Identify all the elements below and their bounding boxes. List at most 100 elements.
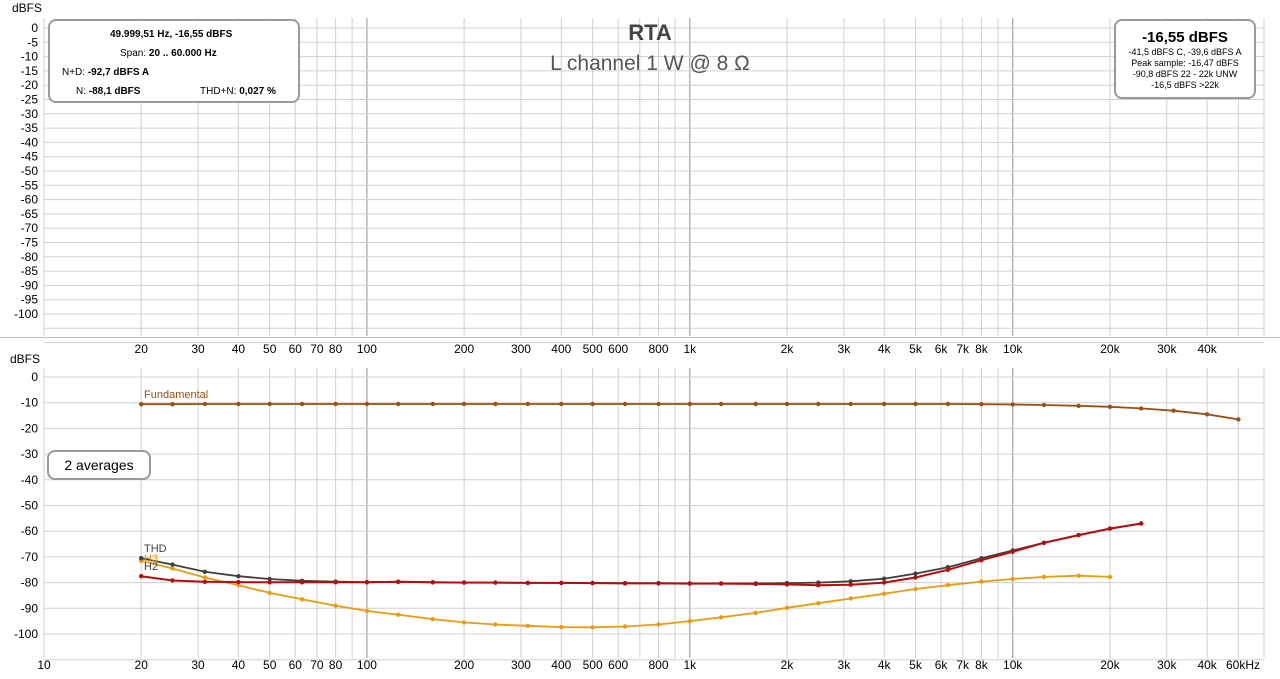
y-tick-label: -40 (21, 135, 39, 149)
data-point-fundamental (202, 401, 208, 407)
data-point-fundamental (559, 401, 564, 407)
data-point-fundamental (882, 401, 887, 407)
data-point-h2 (364, 580, 370, 585)
data-point-h2 (525, 580, 530, 586)
x-tick-label: 70 (310, 342, 324, 356)
data-point-fundamental (784, 401, 790, 407)
x-tick-label: 3k (838, 342, 852, 356)
lower-plot-area (44, 368, 1266, 658)
data-point-fundamental (525, 401, 530, 407)
y-tick-label: -25 (21, 93, 39, 107)
data-point-h3 (656, 622, 661, 627)
x-tick-label: 6k (935, 658, 949, 672)
data-point-thd (236, 574, 241, 579)
data-point-h2 (430, 580, 435, 585)
x-tick-label: 30k (1157, 342, 1177, 356)
x-tick-label: 8k (975, 658, 989, 672)
x-tick-label: 7k (956, 342, 970, 356)
data-point-fundamental (590, 401, 595, 407)
data-point-thd (267, 576, 272, 582)
nd-value: -92,7 dBFS A (87, 67, 150, 78)
x-tick-label: 80 (329, 342, 343, 356)
upper-y-unit: dBFS (12, 1, 42, 15)
data-point-h3 (848, 596, 853, 601)
y-tick-label: -95 (21, 293, 39, 307)
y-tick-label: -20 (21, 421, 39, 435)
x-tick-label: 400 (551, 342, 571, 356)
y-tick-label: -45 (21, 150, 39, 164)
data-point-thd (202, 569, 208, 574)
y-tick-label: -5 (27, 35, 38, 49)
series-label-h3: H3 (144, 553, 158, 565)
data-point-h2 (718, 581, 724, 586)
y-tick-label: -100 (14, 627, 38, 641)
y-tick-label: -75 (21, 236, 39, 250)
data-point-h3 (525, 623, 530, 628)
data-point-h2 (816, 583, 821, 588)
lower-y-unit: dBFS (10, 352, 40, 366)
peak-sample: Peak sample: -16,47 dBFS (1131, 58, 1239, 68)
upper-x-ticks: 20 30 40 50 60 70 80 100 200 300 400 500 600 800 1k 2k 3… (135, 342, 1218, 356)
x-tick-label: 4k (878, 342, 892, 356)
data-point-fundamental (1010, 402, 1015, 407)
data-point-thd (170, 562, 175, 567)
x-tick-label: 2k (781, 342, 795, 356)
y-tick-label: 0 (31, 370, 38, 384)
y-tick-label: -20 (21, 78, 39, 92)
data-point-h3 (430, 616, 435, 622)
x-tick-label: 20 (135, 342, 149, 356)
data-point-h2 (1139, 521, 1144, 526)
data-point-h3 (945, 583, 951, 588)
y-tick-label: -70 (21, 550, 39, 564)
data-point-h2 (1107, 526, 1113, 531)
x-tick-label: 100 (357, 342, 377, 356)
data-point-fundamental (299, 401, 305, 407)
x-tick-label: 8k (975, 342, 989, 356)
y-tick-label: -60 (21, 524, 39, 538)
x-tick-label: 10 (37, 658, 51, 672)
y-tick-label: -55 (21, 178, 39, 192)
y-tick-label: -10 (21, 50, 39, 64)
thdn-label: THD+N: (200, 86, 237, 97)
data-point-h2 (170, 578, 175, 583)
data-point-fundamental (461, 401, 467, 407)
data-point-h3 (202, 575, 208, 580)
y-tick-label: -90 (21, 601, 39, 615)
data-point-h2 (396, 579, 401, 584)
x-tick-label: 60 (289, 658, 303, 672)
x-tick-label: 200 (454, 658, 474, 672)
x-tick-label: 400 (551, 658, 571, 672)
span-value: 20 .. 60.000 Hz (148, 48, 217, 59)
y-tick-label: -10 (21, 396, 39, 410)
x-tick-label: 1k (683, 342, 697, 356)
data-point-fundamental (430, 401, 435, 407)
x-tick-label: 80 (329, 658, 343, 672)
data-point-h2 (784, 582, 790, 587)
data-point-h2 (1076, 532, 1081, 538)
data-point-h3 (299, 597, 305, 602)
data-point-h3 (1107, 574, 1113, 580)
data-point-fundamental (493, 401, 498, 407)
data-point-h3 (333, 603, 338, 608)
y-tick-label: -80 (21, 576, 39, 590)
data-point-h3 (236, 583, 241, 588)
x-tick-label: 20 (135, 658, 149, 672)
x-tick-label: 1k (683, 658, 697, 672)
data-point-h2 (267, 580, 272, 585)
data-point-h3 (559, 624, 564, 630)
data-point-thd (848, 579, 853, 584)
y-tick-label: -60 (21, 193, 39, 207)
data-point-h2 (622, 581, 628, 586)
cursor-readout: 49.999,51 Hz, -16,55 dBFS (110, 29, 233, 40)
measurement-info-panel: 49.999,51 Hz, -16,55 dBFS Span: 20 .. 60… (48, 19, 300, 103)
data-point-h2 (461, 580, 467, 585)
y-tick-label: -50 (21, 499, 39, 513)
averages-badge[interactable]: 2 averages (47, 450, 151, 480)
x-tick-label: 100 (357, 658, 377, 672)
data-point-h3 (170, 566, 175, 571)
data-point-h3 (461, 620, 467, 625)
y-tick-label: -15 (21, 64, 39, 78)
thdn-value: 0,027 % (239, 86, 276, 97)
span-label: Span: (120, 48, 147, 59)
